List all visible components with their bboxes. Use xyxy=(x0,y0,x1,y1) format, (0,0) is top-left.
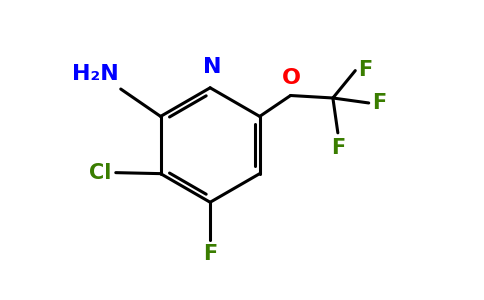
Text: F: F xyxy=(331,138,345,158)
Text: Cl: Cl xyxy=(90,163,112,183)
Text: F: F xyxy=(372,93,386,113)
Text: H₂N: H₂N xyxy=(72,64,118,84)
Text: F: F xyxy=(203,244,217,264)
Text: O: O xyxy=(282,68,301,88)
Text: F: F xyxy=(358,60,373,80)
Text: N: N xyxy=(203,57,222,77)
